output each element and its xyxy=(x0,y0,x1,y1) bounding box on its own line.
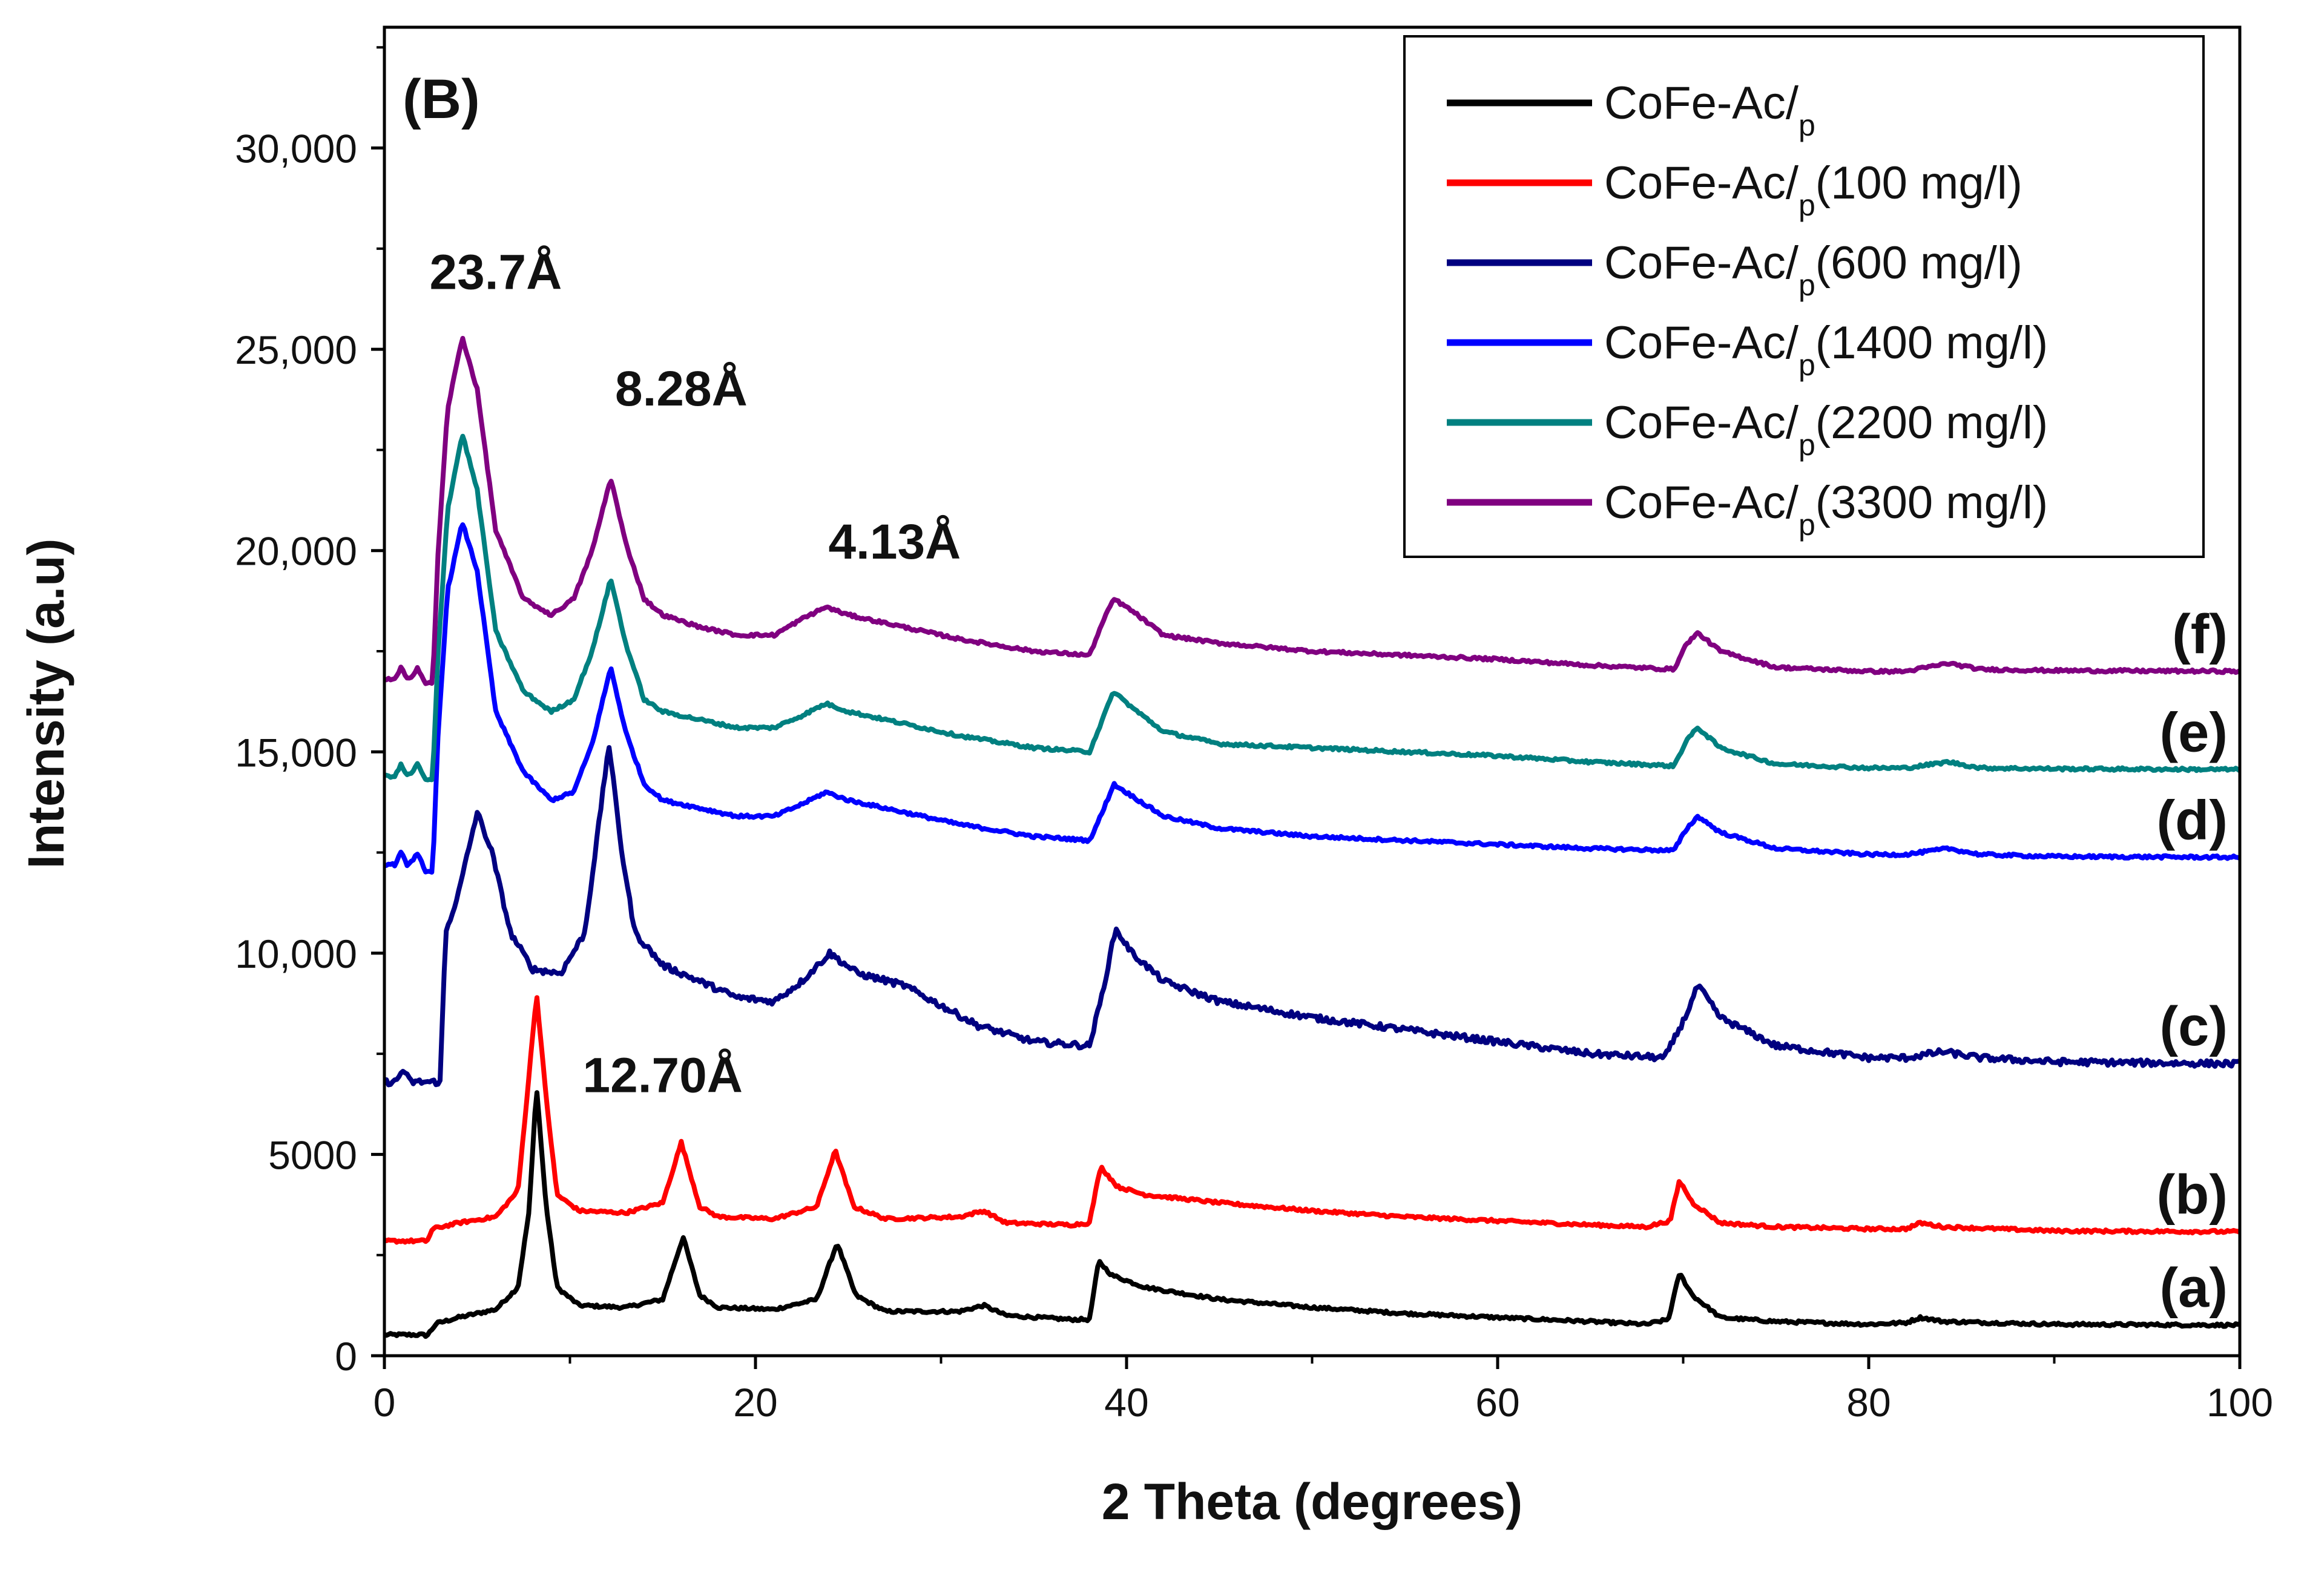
curve-labels: (a) (b) (c) (d) (e) (f) xyxy=(2157,603,2228,1319)
y-tick-label: 25,000 xyxy=(235,327,357,372)
peak-label-2: 8.28Å xyxy=(615,361,748,416)
peak-label-1: 23.7Å xyxy=(429,245,562,300)
y-tick-label: 15,000 xyxy=(235,730,357,775)
y-axis-title: Intensity (a.u) xyxy=(18,538,74,869)
legend-entry-5: CoFe-Ac/p(2200 mg/l) xyxy=(1604,397,2048,462)
x-tick-label: 40 xyxy=(1104,1380,1148,1425)
curve-label-4: (d) xyxy=(2157,789,2228,851)
series-line-5 xyxy=(384,433,2242,783)
legend-entry-6: CoFe-Ac/p(3300 mg/l) xyxy=(1604,477,2048,542)
legend-entry-4: CoFe-Ac/p(1400 mg/l) xyxy=(1604,317,2048,382)
y-tick-label: 10,000 xyxy=(235,931,357,976)
x-tick-label: 100 xyxy=(2207,1380,2273,1425)
panel-label: (B) xyxy=(403,68,480,130)
x-tick-label: 20 xyxy=(733,1380,777,1425)
curve-label-3: (c) xyxy=(2160,996,2228,1057)
x-tick-label: 60 xyxy=(1475,1380,1519,1425)
y-tick-label: 0 xyxy=(335,1334,357,1379)
series-line-6 xyxy=(384,336,2241,686)
axes: 0 20 40 60 80 100 0 5000 10,000 15,000 20,000 25,00… xyxy=(235,46,2273,1425)
x-tick-label: 80 xyxy=(1846,1380,1891,1425)
series-curves xyxy=(383,336,2242,1339)
curve-label-5: (e) xyxy=(2160,701,2228,763)
x-axis-title: 2 Theta (degrees) xyxy=(1102,1473,1523,1530)
x-tick-label: 0 xyxy=(374,1380,396,1425)
y-tick-label: 30,000 xyxy=(235,126,357,171)
legend: CoFe-Ac/p CoFe-Ac/p(100 mg/l) CoFe-Ac/p(60… xyxy=(1403,35,2205,558)
series-line-2 xyxy=(383,995,2241,1245)
peak-annotations: 23.7Å 8.28Å 4.13Å 12.70Å xyxy=(429,245,961,1103)
legend-entry-3: CoFe-Ac/p(600 mg/l) xyxy=(1604,237,2022,302)
legend-box xyxy=(1403,35,2205,558)
curve-label-2: (b) xyxy=(2157,1164,2228,1226)
series-line-4 xyxy=(383,522,2241,875)
legend-entry-1: CoFe-Ac/p xyxy=(1604,77,1815,142)
curve-label-6: (f) xyxy=(2172,603,2228,665)
curve-label-1: (a) xyxy=(2160,1257,2228,1319)
y-tick-label: 20,000 xyxy=(235,529,357,574)
peak-label-4: 12.70Å xyxy=(583,1048,743,1103)
y-tick-label: 5000 xyxy=(268,1132,357,1177)
peak-label-3: 4.13Å xyxy=(828,514,961,570)
series-line-1 xyxy=(383,1090,2240,1339)
legend-entry-2: CoFe-Ac/p(100 mg/l) xyxy=(1604,157,2022,222)
series-line-3 xyxy=(384,745,2240,1088)
